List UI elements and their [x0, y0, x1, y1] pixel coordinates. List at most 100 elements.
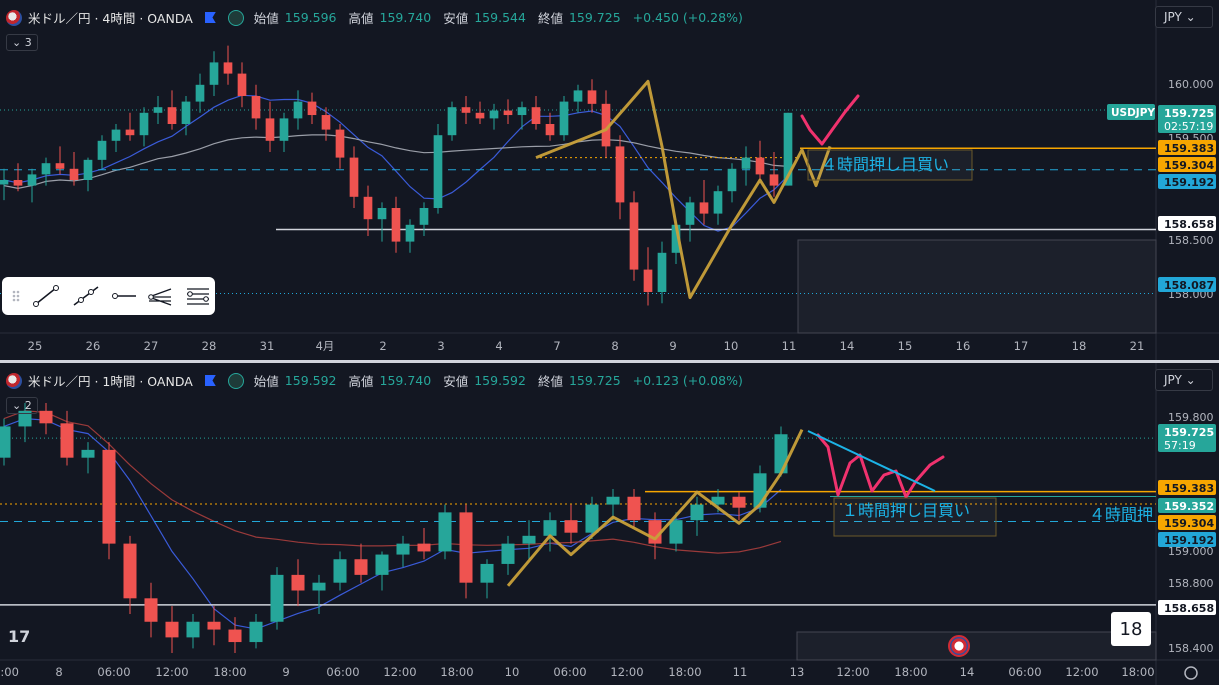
time-tick-label: 14	[960, 665, 975, 679]
time-tick-label: 12:00	[1065, 665, 1098, 679]
candle-body	[0, 426, 11, 458]
candle-body	[39, 410, 53, 424]
pitchfork-icon[interactable]	[146, 285, 174, 307]
candle-body	[543, 520, 557, 536]
toolbar-icons	[12, 290, 20, 302]
candle-body	[335, 129, 345, 158]
currency-label: JPY	[1164, 373, 1182, 387]
time-tick-label: 8	[55, 665, 62, 679]
high-value: 159.740	[379, 373, 432, 388]
time-tick-label: 15	[898, 339, 913, 353]
candle-body	[186, 621, 200, 638]
candle-body	[774, 434, 788, 474]
candle-body	[207, 621, 221, 630]
orange-top-tag: 159.383	[1164, 142, 1214, 155]
orange-top-tag: 159.383	[1164, 482, 1214, 495]
pane-divider[interactable]	[0, 360, 1219, 363]
candle-body	[419, 208, 429, 225]
close-label: 終値	[537, 374, 563, 389]
ray-line-icon[interactable]	[72, 285, 100, 307]
time-tick-label: 06:00	[1008, 665, 1041, 679]
candle-body	[531, 107, 541, 124]
chart-pane-4h[interactable]: ４時間押し目買い 160.000 159.500 158.500 158.000 159.…	[0, 0, 1219, 360]
time-tick-label: 25	[28, 339, 43, 353]
price-tick-label: 158.500	[1168, 234, 1214, 247]
candle-body	[615, 146, 625, 203]
candle-body	[167, 107, 177, 124]
time-tick-label: 9	[282, 665, 289, 679]
candle-body	[102, 449, 116, 544]
close-value: 159.725	[568, 10, 621, 25]
currency-select[interactable]: JPY ⌄	[1155, 6, 1213, 28]
time-tick-label: 17	[1014, 339, 1029, 353]
chart-4h-canvas[interactable]: ４時間押し目買い160.000159.500158.500158.000159.…	[0, 0, 1219, 360]
last-price-tag-timer: 57:19	[1164, 439, 1196, 452]
candle-body	[627, 496, 641, 521]
date-badge: 18	[1111, 612, 1151, 646]
bookmark-flag-icon[interactable]	[204, 375, 216, 386]
orange-mid-tag: 159.304	[1164, 159, 1214, 172]
tradingview-logo-icon[interactable]: 17	[8, 627, 31, 646]
candle-body	[769, 174, 779, 186]
dash-blue-tag-bg	[1158, 174, 1216, 189]
candle-body	[377, 208, 387, 220]
candle-body	[279, 118, 289, 141]
candle-body	[321, 115, 331, 130]
symbol-title[interactable]: 米ドル／円 · 1時間 · OANDA	[28, 374, 193, 389]
indicator-count: 2	[24, 399, 32, 412]
horizontal-ray-icon[interactable]	[110, 285, 138, 307]
fib-channel-icon[interactable]	[184, 285, 212, 307]
candle-body	[391, 208, 401, 242]
candle-body	[27, 174, 37, 186]
time-tick-label: 18	[1072, 339, 1087, 353]
time-tick-label: 28	[202, 339, 217, 353]
candle-body	[559, 101, 569, 136]
ma-red-line	[3, 410, 782, 554]
symbol-title[interactable]: 米ドル／円 · 4時間 · OANDA	[28, 11, 193, 26]
annotation-1h-label: １時間押し目買い	[842, 501, 970, 520]
last-price-tag-bg	[1158, 424, 1216, 452]
trend-line-icon[interactable]	[32, 285, 60, 307]
time-tick-label: 12:00	[610, 665, 643, 679]
candle-body	[755, 157, 765, 175]
candle-body	[545, 124, 555, 136]
economic-event-icon[interactable]	[948, 635, 970, 657]
time-tick-label: 4月	[316, 339, 335, 353]
candle-body	[713, 191, 723, 214]
chart-pane-1h[interactable]: １時間押し目買い４時間押159.800159.600159.000158.800…	[0, 363, 1219, 685]
candle-body	[291, 574, 305, 591]
annotation-4h-label: ４時間押	[1089, 505, 1153, 524]
candle-body	[671, 224, 681, 253]
gold-zigzag-drawing	[506, 428, 804, 587]
chart-header-1h: 米ドル／円 · 1時間 · OANDA 始値 159.592 高値 159.740 …	[6, 371, 749, 390]
currency-select[interactable]: JPY ⌄	[1155, 369, 1213, 391]
time-tick-label: 26	[86, 339, 101, 353]
pink-projection-drawing	[800, 94, 860, 146]
chart-1h-canvas[interactable]: １時間押し目買い４時間押159.800159.600159.000158.800…	[0, 363, 1219, 685]
candle-body	[181, 101, 191, 124]
gold-zigzag-drawing	[535, 79, 832, 300]
candle-body	[447, 107, 457, 136]
dash-blue-tag-bg	[1158, 532, 1216, 547]
session-zone	[797, 239, 1157, 334]
visibility-icon[interactable]	[227, 372, 244, 389]
time-tick-label: 11	[733, 665, 748, 679]
visibility-icon[interactable]	[227, 9, 244, 26]
indicator-toggle[interactable]: ⌄ 2	[6, 397, 38, 414]
time-tick-label: 12:00	[836, 665, 869, 679]
candle-body	[223, 62, 233, 74]
high-label: 高値	[348, 11, 374, 26]
candle-body	[741, 157, 751, 169]
indicator-toggle[interactable]: ⌄ 3	[6, 34, 38, 51]
high-value: 159.740	[379, 10, 432, 25]
bookmark-flag-icon[interactable]	[204, 12, 216, 23]
time-tick-label: 4	[495, 339, 502, 353]
candle-body	[587, 90, 597, 104]
candle-body	[564, 520, 578, 533]
open-label: 始値	[253, 11, 279, 26]
annotation-4h-label: ４時間押し目買い	[821, 155, 949, 174]
last-price-tag-timer: 02:57:19	[1164, 120, 1213, 133]
candle-body	[139, 112, 149, 136]
candle-body	[209, 62, 219, 85]
ma-gray-line	[3, 134, 789, 190]
